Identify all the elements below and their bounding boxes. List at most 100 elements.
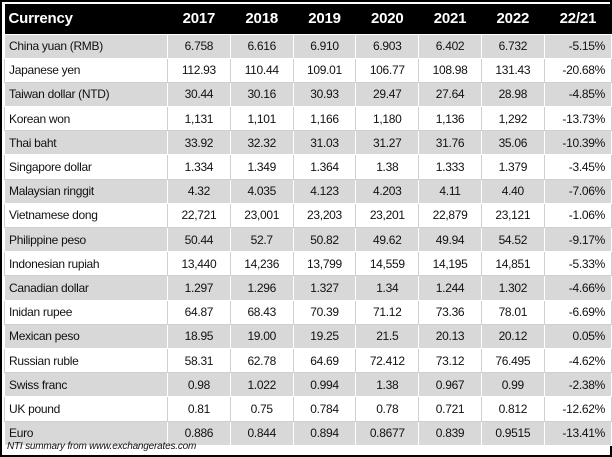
currency-name-cell: Swiss franc <box>3 372 169 398</box>
change-cell: -12.62% <box>543 396 612 422</box>
rate-cell: 0.721 <box>418 396 482 422</box>
table-header-row: Currency 2017 2018 2019 2020 2021 2022 22/21 <box>4 4 612 34</box>
rate-cell: 1,292 <box>480 106 545 132</box>
rate-cell: 30.16 <box>229 81 294 108</box>
rate-cell: 6.402 <box>418 33 482 59</box>
rate-cell: 23,001 <box>229 202 294 229</box>
change-cell: -7.06% <box>543 178 612 204</box>
change-cell: -1.06% <box>543 202 612 229</box>
rate-cell: 4.32 <box>167 178 231 204</box>
rate-cell: 0.8677 <box>355 420 420 446</box>
rate-cell: 19.00 <box>229 323 294 349</box>
change-cell: -10.39% <box>543 130 612 156</box>
column-header: 2021 <box>433 10 467 28</box>
rate-cell: 50.82 <box>292 226 357 253</box>
rate-cell: 76.495 <box>480 347 545 374</box>
rate-cell: 23,201 <box>355 202 420 229</box>
currency-name-cell: China yuan (RMB) <box>3 33 169 59</box>
rate-cell: 0.98 <box>167 372 231 398</box>
rate-cell: 27.64 <box>418 81 482 108</box>
rate-cell: 22,721 <box>167 202 231 229</box>
rate-cell: 70.39 <box>292 299 357 325</box>
rate-cell: 1,131 <box>167 106 231 132</box>
rate-cell: 14,195 <box>418 251 482 277</box>
currency-name-cell: Japanese yen <box>3 57 169 83</box>
table-row: Malaysian ringgit 4.32 4.035 4.123 4.203 4.11… <box>3 178 612 204</box>
rate-cell: 31.27 <box>355 130 420 156</box>
rate-cell: 54.52 <box>480 226 545 253</box>
rate-cell: 1.364 <box>292 154 357 180</box>
rate-cell: 50.44 <box>167 226 231 253</box>
rate-cell: 108.98 <box>418 57 482 83</box>
column-header: 2018 <box>245 10 278 28</box>
rate-cell: 13,799 <box>292 251 357 277</box>
rate-cell: 14,851 <box>480 251 545 277</box>
rate-cell: 0.784 <box>292 396 357 422</box>
rate-cell: 0.886 <box>167 420 231 446</box>
rate-cell: 1,166 <box>292 106 357 132</box>
rate-cell: 1.296 <box>229 275 294 301</box>
rate-cell: 0.894 <box>292 420 357 446</box>
rate-cell: 0.844 <box>229 420 294 446</box>
change-cell: -5.33% <box>543 251 612 277</box>
currency-name-cell: Vietnamese dong <box>3 202 169 229</box>
rate-cell: 68.43 <box>229 299 294 325</box>
rate-cell: 1.022 <box>229 372 294 398</box>
rate-cell: 1.334 <box>167 154 231 180</box>
rate-cell: 0.78 <box>355 396 420 422</box>
rate-cell: 64.87 <box>167 299 231 325</box>
rate-cell: 49.94 <box>418 226 482 253</box>
rate-cell: 0.81 <box>167 396 231 422</box>
rate-cell: 30.93 <box>292 81 357 108</box>
rate-cell: 20.12 <box>480 323 545 349</box>
rate-cell: 20.13 <box>418 323 482 349</box>
rate-cell: 14,236 <box>229 251 294 277</box>
rate-cell: 109.01 <box>292 57 357 83</box>
rate-cell: 21.5 <box>355 323 420 349</box>
rate-cell: 4.035 <box>229 178 294 204</box>
currency-name-cell: Thai baht <box>3 130 169 156</box>
table-row: Thai baht 33.92 32.32 31.03 31.27 31.76 35.06-… <box>3 130 612 156</box>
rate-cell: 31.03 <box>292 130 357 156</box>
rate-cell: 1.244 <box>418 275 482 301</box>
rate-cell: 6.910 <box>292 33 357 59</box>
column-header: 2022 <box>496 10 530 28</box>
currency-name-cell: Russian ruble <box>3 347 169 374</box>
rate-cell: 29.47 <box>355 81 420 108</box>
rate-cell: 73.36 <box>418 299 482 325</box>
rate-cell: 13,440 <box>167 251 231 277</box>
table-row: Korean won 1,131 1,101 1,166 1,180 1,136 1,292… <box>3 106 612 132</box>
table-row: Swiss franc 0.98 1.022 0.994 1.38 0.967 0.99 -2… <box>3 372 612 398</box>
column-header: 2020 <box>370 10 404 28</box>
rate-cell: 1.333 <box>418 154 482 180</box>
rate-cell: 0.839 <box>418 420 482 446</box>
currency-name-cell: Inidan rupee <box>3 299 169 325</box>
currency-name-cell: Taiwan dollar (NTD) <box>3 81 169 108</box>
table-row: Japanese yen 112.93 110.44 109.01 106.77 108.… <box>3 57 612 83</box>
rate-cell: 1.327 <box>292 275 357 301</box>
change-cell: -2.38% <box>543 372 612 398</box>
rate-cell: 58.31 <box>167 347 231 374</box>
table-row: UK pound 0.81 0.75 0.784 0.78 0.721 0.812 -12.6… <box>3 396 612 422</box>
rate-cell: 110.44 <box>229 57 294 83</box>
currency-name-cell: Philippine peso <box>3 226 169 253</box>
rate-cell: 78.01 <box>480 299 545 325</box>
rate-cell: 1.302 <box>480 275 545 301</box>
column-header: 22/21 <box>559 10 597 28</box>
table-body: China yuan (RMB) 6.758 6.616 6.910 6.903 6.40… <box>3 33 612 446</box>
change-cell: -4.85% <box>543 81 612 108</box>
change-cell: -13.41% <box>543 420 612 446</box>
rate-cell: 18.95 <box>167 323 231 349</box>
rate-cell: 0.9515 <box>480 420 545 446</box>
currency-name-cell: Canadian dollar <box>3 275 169 301</box>
rate-cell: 131.43 <box>480 57 545 83</box>
rate-cell: 1.349 <box>229 154 294 180</box>
change-cell: -4.66% <box>543 275 612 301</box>
table-row: Inidan rupee 64.87 68.43 70.39 71.12 73.36 78.… <box>3 299 612 325</box>
change-cell: -3.45% <box>543 154 612 180</box>
currency-name-cell: Euro <box>3 420 169 446</box>
rate-cell: 0.99 <box>480 372 545 398</box>
rate-cell: 4.123 <box>292 178 357 204</box>
rate-cell: 6.903 <box>355 33 420 59</box>
